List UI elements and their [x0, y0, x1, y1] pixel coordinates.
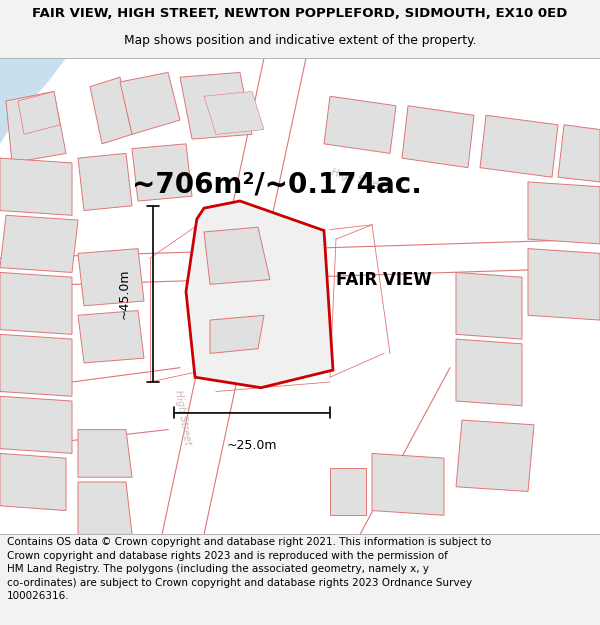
Polygon shape — [210, 315, 264, 353]
Polygon shape — [0, 334, 72, 396]
Polygon shape — [324, 96, 396, 153]
Polygon shape — [78, 249, 144, 306]
Polygon shape — [456, 272, 522, 339]
Polygon shape — [0, 453, 66, 511]
Polygon shape — [0, 158, 72, 215]
Polygon shape — [78, 482, 132, 534]
Text: ~706m²/~0.174ac.: ~706m²/~0.174ac. — [132, 171, 422, 198]
Polygon shape — [78, 429, 132, 478]
Text: Contains OS data © Crown copyright and database right 2021. This information is : Contains OS data © Crown copyright and d… — [7, 537, 491, 601]
Text: High Street: High Street — [330, 167, 390, 192]
Polygon shape — [528, 182, 600, 244]
Polygon shape — [402, 106, 474, 168]
Polygon shape — [528, 249, 600, 320]
Polygon shape — [204, 91, 264, 134]
Polygon shape — [180, 72, 252, 139]
Polygon shape — [456, 339, 522, 406]
Text: Map shows position and indicative extent of the property.: Map shows position and indicative extent… — [124, 34, 476, 47]
Polygon shape — [18, 91, 60, 134]
Polygon shape — [558, 125, 600, 182]
Polygon shape — [204, 228, 270, 284]
Polygon shape — [372, 453, 444, 516]
Polygon shape — [90, 77, 132, 144]
Text: High Street: High Street — [173, 389, 193, 446]
Polygon shape — [0, 58, 66, 144]
Text: FAIR VIEW: FAIR VIEW — [336, 271, 432, 289]
Text: ~45.0m: ~45.0m — [118, 269, 131, 319]
Polygon shape — [132, 144, 192, 201]
Polygon shape — [0, 215, 78, 272]
Polygon shape — [120, 72, 180, 134]
Polygon shape — [330, 468, 366, 516]
Text: FAIR VIEW, HIGH STREET, NEWTON POPPLEFORD, SIDMOUTH, EX10 0ED: FAIR VIEW, HIGH STREET, NEWTON POPPLEFOR… — [32, 7, 568, 20]
Text: ~25.0m: ~25.0m — [227, 439, 277, 452]
Polygon shape — [78, 153, 132, 211]
Polygon shape — [0, 396, 72, 453]
Polygon shape — [0, 272, 72, 334]
Polygon shape — [6, 91, 66, 163]
Polygon shape — [78, 311, 144, 363]
Polygon shape — [186, 201, 333, 388]
Polygon shape — [480, 115, 558, 178]
Polygon shape — [456, 420, 534, 491]
